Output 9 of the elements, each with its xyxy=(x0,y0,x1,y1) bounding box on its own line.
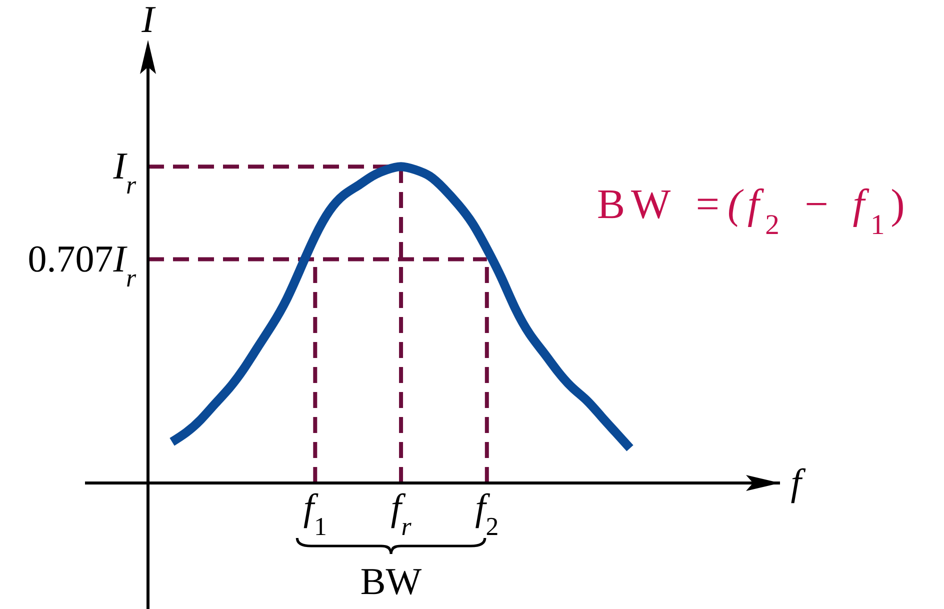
x-axis-title: f xyxy=(790,462,806,504)
ref-line-label: I$_{r}$ xyxy=(112,146,137,200)
x-tick-label: f$_{2}$ xyxy=(475,487,499,540)
ref-line-label: 0.707I$_{r}$ xyxy=(28,238,137,292)
y-axis-title: I xyxy=(140,0,157,41)
annotation: BW =(f$_{2}$ − f$_{1}$) xyxy=(597,182,911,240)
x-tick-label: f$_{r}$ xyxy=(390,487,412,540)
text: BW xyxy=(360,561,422,603)
x-tick-label: f$_{1}$ xyxy=(303,487,327,540)
